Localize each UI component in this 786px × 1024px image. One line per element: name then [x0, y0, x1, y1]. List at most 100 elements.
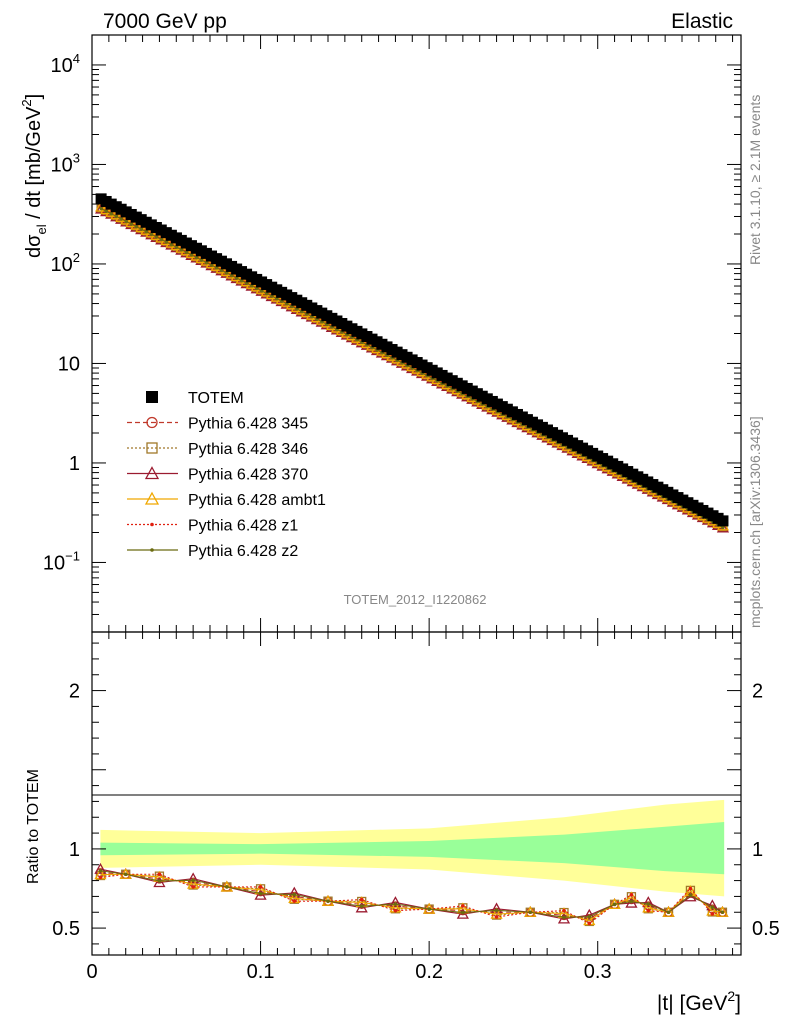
legend-item: Pythia 6.428 z1	[127, 518, 298, 535]
ratio-point	[94, 862, 107, 874]
legend-label: Pythia 6.428 345	[188, 416, 308, 433]
data-point	[204, 260, 209, 265]
x-axis: 0 0.1 0.2 0.3	[86, 632, 734, 983]
ratio-point	[389, 896, 402, 908]
ratio-point	[688, 893, 693, 897]
ratio-point	[646, 902, 651, 906]
ratio-y-tick-label-right: 2	[752, 681, 763, 703]
legend-item: Pythia 6.428 z2	[127, 543, 298, 560]
ratio-point	[583, 908, 596, 920]
ratio-point	[191, 878, 195, 883]
legend-item: TOTEM	[146, 390, 244, 407]
ratio-point	[629, 893, 634, 897]
legend-marker	[146, 391, 158, 403]
data-point	[234, 276, 239, 280]
ratio-point	[706, 899, 719, 911]
data-point	[154, 235, 159, 239]
x-tick-label: 0.2	[415, 961, 443, 983]
ratio-point	[456, 907, 469, 919]
ratio-y-axis-label: Ratio to TOTEM	[25, 769, 42, 884]
x-axis-label: |t| [GeV2]	[657, 988, 741, 1015]
legend-label: Pythia 6.428 z1	[188, 518, 298, 535]
data-point	[129, 222, 134, 226]
ratio-point	[720, 910, 725, 915]
x-tick-label: 0.1	[247, 961, 275, 983]
data-point	[134, 224, 139, 229]
ratio-point	[716, 905, 729, 917]
legend-item: Pythia 6.428 ambt1	[127, 491, 326, 509]
y-tick-label: 102	[51, 250, 80, 276]
ratio-y-tick-label-right: 1	[752, 839, 763, 861]
ratio-line	[100, 872, 723, 920]
data-point	[224, 271, 229, 275]
ratio-point	[710, 905, 715, 909]
data-point	[164, 240, 169, 244]
ratio-point	[258, 891, 263, 896]
ratio-point	[461, 904, 465, 908]
ratio-point	[494, 915, 499, 919]
ratio-point	[642, 896, 655, 908]
data-point	[717, 515, 729, 527]
ratio-point	[710, 912, 715, 916]
data-point	[721, 525, 725, 530]
ratio-point	[157, 879, 162, 883]
ratio-point	[587, 914, 592, 919]
y-tick-label: 10−1	[43, 548, 80, 574]
data-point	[104, 209, 108, 213]
process-label: Elastic	[671, 10, 733, 33]
ratio-point	[292, 899, 297, 903]
ratio-point	[258, 885, 263, 889]
ratio-point	[629, 899, 634, 904]
ratio-y-tick-label: 0.5	[52, 918, 80, 940]
ratio-point	[587, 921, 592, 926]
data-point	[159, 237, 164, 242]
ratio-point	[393, 908, 398, 913]
ratio-y-axis: 0.5 0.5 1 1 2 2	[52, 642, 780, 945]
data-point	[119, 217, 123, 221]
ratio-point	[254, 888, 267, 900]
source-label: mcplots.cern.ch [arXiv:1306.3436]	[747, 416, 763, 628]
ratio-point	[688, 886, 693, 891]
ratio-point	[646, 908, 651, 913]
legend-marker	[144, 491, 160, 505]
y-tick-label: 103	[51, 150, 80, 176]
ratio-point	[528, 910, 533, 915]
legend-item: Pythia 6.428 370	[127, 466, 308, 484]
data-point	[149, 232, 154, 237]
ratio-point	[427, 907, 431, 911]
ratio-point	[666, 910, 671, 915]
main-data-layer	[95, 193, 730, 533]
main-y-axis-label: dσel / dt [mb/GeV2]	[19, 94, 49, 258]
ratio-y-tick-label: 2	[69, 681, 80, 703]
data-point	[219, 268, 224, 273]
ratio-point	[490, 902, 503, 914]
ratio-point	[98, 875, 103, 880]
y-tick-label: 1	[69, 453, 80, 475]
data-point	[169, 242, 174, 247]
ratio-line	[100, 873, 723, 922]
ratio-frame	[91, 631, 742, 956]
data-point	[139, 227, 144, 231]
ratio-panel: 0.5 0.5 1 1 2 2 0 0.1 0.2 0.3 Ratio to TOTEM |t|…	[25, 631, 780, 1015]
legend: TOTEM Pythia 6.428 345 Pythia 6.428 346 Pyt…	[127, 390, 326, 560]
ratio-data-layer	[94, 862, 729, 927]
ratio-point	[326, 899, 330, 903]
data-point	[199, 258, 204, 262]
data-point	[179, 247, 184, 252]
ratio-point	[393, 902, 398, 906]
ratio-point	[494, 908, 499, 913]
legend-marker	[150, 522, 154, 527]
data-point	[209, 263, 214, 267]
rivet-version-label: Rivet 3.1.10, ≥ 2.1M events	[747, 95, 763, 265]
x-tick-label: 0	[86, 961, 97, 983]
series-totem	[95, 193, 729, 527]
y-tick-label: 104	[51, 51, 80, 77]
ratio-y-tick-label-right: 0.5	[752, 918, 780, 940]
legend-label: TOTEM	[188, 390, 244, 407]
data-point	[174, 245, 179, 249]
y-tick-label: 10	[58, 353, 80, 375]
ratio-y-tick-label: 1	[69, 839, 80, 861]
ratio-point	[359, 897, 364, 902]
